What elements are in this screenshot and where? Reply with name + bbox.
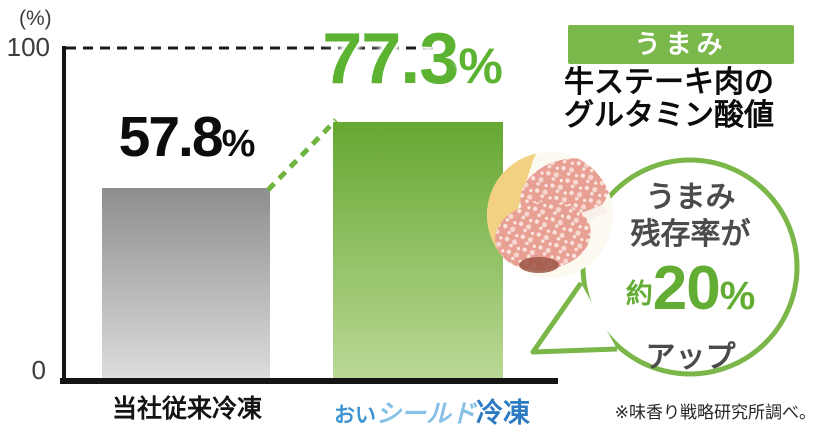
value-number: 77.3 <box>322 19 459 99</box>
bar-conventional-freezing <box>102 188 270 378</box>
bar-oishield-freezing <box>333 122 503 378</box>
big-number: 20 <box>652 254 721 323</box>
steak-photo-icon <box>487 152 613 278</box>
oishield-freezing-logo: おいシールド冷凍 <box>334 391 530 430</box>
bubble-line-umami: うまみ <box>645 181 736 214</box>
value-number: 57.8 <box>118 105 224 169</box>
value-label-oishield: 77.3% <box>276 18 548 100</box>
category-label-conventional: 当社従来冷凍 <box>111 395 262 423</box>
approx-prefix: 約 <box>625 279 653 309</box>
y-axis-unit-label: (%) <box>19 7 52 30</box>
logo-part-oi: おい <box>334 404 376 427</box>
panel-title-line1: 牛ステーキ肉の <box>564 66 774 99</box>
bubble-line-up: アップ <box>645 341 736 374</box>
logo-part-shield: シールド <box>376 400 477 428</box>
umami-badge: うまみ <box>568 25 794 64</box>
value-label-conventional: 57.8% <box>88 104 284 170</box>
percent-sign: % <box>221 123 256 165</box>
bubble-line-retention: 残存率が <box>630 218 751 251</box>
panel-title: 牛ステーキ肉の グルタミン酸値 <box>564 66 814 132</box>
source-footnote: ※味香り戦略研究所調べ。 <box>614 403 816 422</box>
x-axis-line <box>60 378 558 384</box>
bubble-line-20pct: 約20% <box>588 254 793 340</box>
bubble-text-block: うまみ 残存率が 約20% アップ <box>588 179 793 376</box>
speech-bubble-tail <box>530 281 618 355</box>
percent-sign: % <box>458 38 502 94</box>
y-axis-tick-0: 0 <box>31 355 46 385</box>
y-axis-tick-100: 100 <box>6 32 50 62</box>
percent-sign: % <box>719 274 756 318</box>
panel-title-line2: グルタミン酸値 <box>564 99 774 132</box>
logo-part-reitou: 冷凍 <box>476 398 531 428</box>
y-axis-line <box>62 46 66 384</box>
